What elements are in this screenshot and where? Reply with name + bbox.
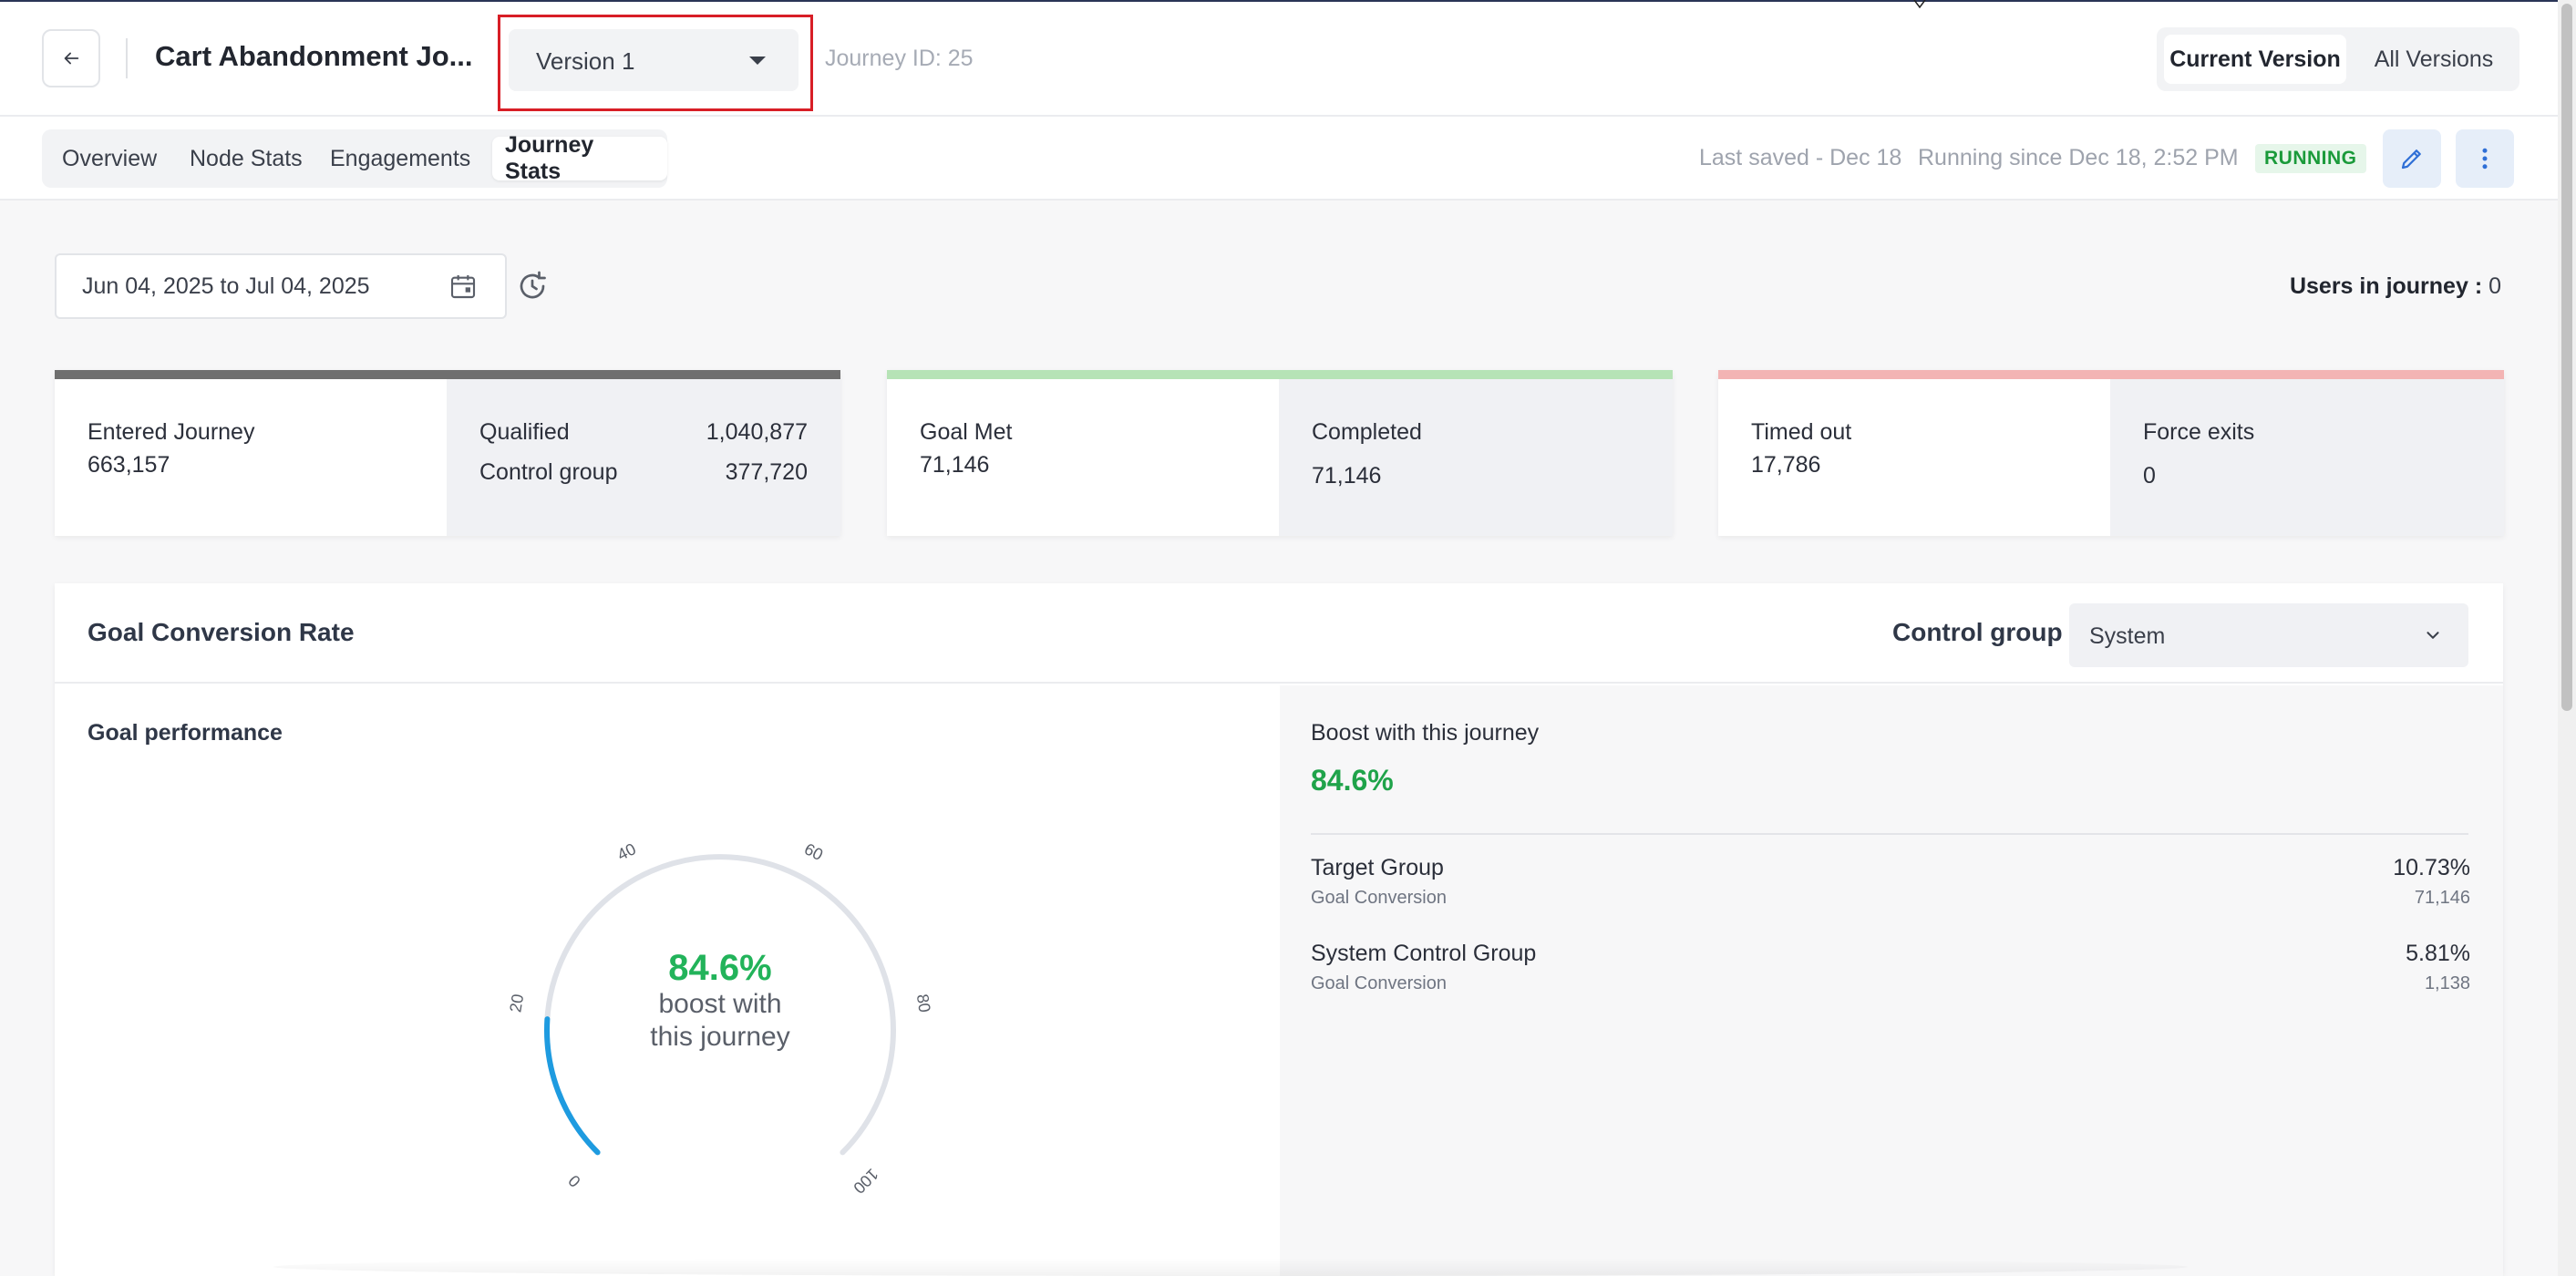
last-saved: Last saved - Dec 18: [1699, 145, 1902, 170]
running-since: Running since Dec 18, 2:52 PM: [1918, 145, 2239, 170]
tab-engagements[interactable]: Engagements: [330, 145, 471, 171]
qualified-label: Qualified: [479, 419, 570, 445]
target-group-name: Target Group: [1311, 855, 1444, 880]
control-group-name: System Control Group: [1311, 941, 1537, 966]
control-group-count: 1,138: [2424, 973, 2470, 993]
back-button[interactable]: [42, 29, 100, 87]
control-group-select-label: Control group: [1892, 618, 2063, 646]
control-group-label: Control group: [479, 459, 618, 485]
mouse-cursor-icon: [1913, 0, 1926, 9]
boost-details-pane: Boost with this journey 84.6% Target Gro…: [1280, 685, 2503, 1276]
tab-node-stats[interactable]: Node Stats: [190, 145, 303, 171]
force-exits-value: 0: [2143, 463, 2156, 489]
tab-bar: Overview Node Stats Engagements Journey …: [42, 129, 667, 188]
gauge-tick-label: 40: [614, 839, 639, 864]
pencil-icon: [2401, 149, 2421, 170]
journey-title: Cart Abandonment Jo...: [155, 40, 473, 72]
tabs-row: Overview Node Stats Engagements Journey …: [0, 117, 2558, 201]
stat-card-right: Qualified 1,040,877 Control group 377,72…: [447, 379, 840, 536]
entered-label: Entered Journey: [88, 419, 255, 445]
control-group-dropdown-value: System: [2089, 623, 2166, 649]
control-group-pct: 5.81%: [2406, 941, 2470, 966]
gauge-caption-line1: boost with: [658, 989, 782, 1019]
version-highlight-box: [498, 15, 813, 111]
top-accent-line: [0, 0, 2576, 2]
force-exits-label: Force exits: [2143, 419, 2255, 445]
tab-journey-stats[interactable]: Journey Stats: [492, 132, 667, 184]
goal-conversion-header: Goal Conversion Rate Control group Syste…: [55, 583, 2503, 684]
goal-performance-title: Goal performance: [88, 720, 283, 746]
goal-met-value: 71,146: [920, 452, 990, 478]
goal-conversion-panel: Goal Conversion Rate Control group Syste…: [55, 583, 2503, 1276]
all-versions-tab[interactable]: All Versions: [2374, 46, 2494, 72]
arrow-left-icon: [64, 52, 79, 65]
users-in-journey-label: Users in journey :: [2289, 273, 2483, 299]
scrollbar-thumb[interactable]: [2561, 4, 2572, 711]
control-group-sub: Goal Conversion: [1311, 973, 1447, 993]
stat-card-left: Entered Journey 663,157: [55, 379, 447, 536]
gauge-center-text: 84.6% boost with this journey: [583, 948, 857, 1054]
gauge-tick-label: 60: [801, 839, 826, 864]
chevron-down-icon: [2427, 632, 2439, 639]
completed-value: 71,146: [1312, 463, 1382, 489]
timed-out-value: 17,786: [1751, 452, 1821, 478]
version-toggle: Current Version All Versions: [2157, 27, 2519, 91]
gauge-tick-label: 80: [913, 993, 934, 1014]
page-header: Cart Abandonment Jo... Version 1 Journey…: [0, 2, 2558, 117]
gauge-tick-label: 100: [850, 1165, 881, 1197]
gauge-value: 84.6%: [668, 948, 772, 988]
tab-overview[interactable]: Overview: [62, 145, 158, 171]
timed-out-label: Timed out: [1751, 419, 1852, 445]
goal-conversion-title: Goal Conversion Rate: [88, 618, 355, 646]
gauge-tick-label: 20: [506, 993, 527, 1014]
boost-divider: [1311, 833, 2468, 835]
boost-value: 84.6%: [1311, 764, 1394, 797]
stat-card-bar: [55, 370, 840, 379]
stat-card-bar: [887, 370, 1673, 379]
completed-label: Completed: [1312, 419, 1422, 445]
gauge-tick-label: 0: [565, 1171, 584, 1190]
target-group-count: 71,146: [2414, 888, 2470, 908]
version-dropdown-value: Version 1: [536, 47, 635, 75]
version-dropdown[interactable]: Version 1: [509, 29, 799, 91]
stat-card-left: Timed out 17,786: [1718, 379, 2110, 536]
date-range-value: Jun 04, 2025 to Jul 04, 2025: [82, 273, 370, 299]
kebab-menu-icon: [2482, 148, 2488, 170]
calendar-icon: [450, 275, 476, 299]
edit-button[interactable]: [2383, 129, 2441, 188]
stat-card-entry: Entered Journey 663,157 Qualified 1,040,…: [55, 370, 840, 536]
current-version-tab[interactable]: Current Version: [2164, 35, 2346, 84]
goal-met-label: Goal Met: [920, 419, 1013, 445]
gauge-caption-line2: this journey: [650, 1022, 790, 1052]
entered-value: 663,157: [88, 452, 170, 478]
users-in-journey-value: 0: [2488, 273, 2501, 299]
stat-card-goal: Goal Met 71,146 Completed 71,146: [887, 370, 1673, 536]
gauge-fill: [544, 1016, 601, 1156]
stat-card-bar: [1718, 370, 2504, 379]
qualified-value: 1,040,877: [706, 419, 808, 445]
stat-card-right: Completed 71,146: [1279, 379, 1673, 536]
stat-card-exit: Timed out 17,786 Force exits 0: [1718, 370, 2504, 536]
control-group-dropdown[interactable]: System: [2069, 603, 2468, 667]
users-in-journey: Users in journey : 0: [2290, 273, 2501, 300]
bottom-shadow: [273, 1258, 2188, 1276]
vertical-scrollbar[interactable]: [2558, 0, 2576, 1276]
goal-gauge: 0 20 40 60 80 100: [506, 839, 934, 1197]
stat-card-right: Force exits 0: [2110, 379, 2504, 536]
date-range-picker[interactable]: Jun 04, 2025 to Jul 04, 2025: [55, 253, 507, 319]
refresh-icon[interactable]: [516, 270, 549, 303]
stat-card-left: Goal Met 71,146: [887, 379, 1279, 536]
target-group-sub: Goal Conversion: [1311, 888, 1447, 908]
journey-id: Journey ID: 25: [825, 46, 974, 71]
control-group-value: 377,720: [725, 459, 808, 485]
caret-down-icon: [749, 57, 766, 65]
status-badge: RUNNING: [2255, 144, 2366, 173]
header-divider: [126, 38, 128, 78]
boost-label: Boost with this journey: [1311, 720, 1540, 746]
target-group-pct: 10.73%: [2393, 855, 2470, 880]
more-options-button[interactable]: [2456, 129, 2514, 188]
